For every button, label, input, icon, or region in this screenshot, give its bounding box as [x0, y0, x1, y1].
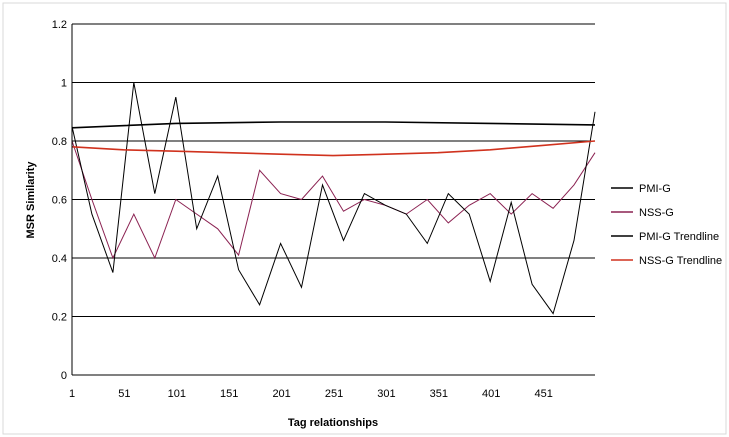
legend: PMI-G NSS-G PMI-G Trendline NSS-G Trendline [611, 183, 722, 267]
x-tick-label: 251 [325, 388, 343, 400]
x-tick-label: 351 [430, 388, 448, 400]
x-tick-labels: 1 51 101 151 201 251 301 351 401 451 [69, 388, 553, 400]
series-line-pmi-g [71, 82, 596, 315]
x-tick-label: 151 [220, 388, 238, 400]
legend-label: PMI-G Trendline [639, 231, 719, 243]
series-line-nss-g-trendline [71, 140, 596, 157]
y-tick-label: 0.6 [52, 195, 67, 207]
x-tick-label: 101 [168, 388, 186, 400]
y-tick-label: 0.8 [52, 136, 67, 148]
gridlines [72, 23, 595, 317]
y-tick-label: 0 [61, 370, 67, 382]
x-tick-label: 401 [482, 388, 500, 400]
legend-label: NSS-G Trendline [639, 255, 722, 267]
y-tick-labels: 0 0.2 0.4 0.6 0.8 1 1.2 [52, 19, 67, 382]
x-axis-title: Tag relationships [288, 417, 378, 429]
series-line-pmi-g-trendline [71, 121, 596, 129]
y-tick-label: 0.4 [52, 253, 67, 265]
y-axis-title: MSR Similarity [25, 161, 37, 239]
legend-label: PMI-G [639, 183, 671, 195]
axes [71, 24, 595, 376]
x-tick-label: 201 [272, 388, 290, 400]
y-tick-label: 1 [61, 78, 67, 90]
series-layer [71, 82, 596, 315]
x-tick-label: 1 [69, 388, 75, 400]
x-tick-label: 451 [534, 388, 552, 400]
x-tick-label: 51 [118, 388, 130, 400]
y-tick-label: 0.2 [52, 312, 67, 324]
series-line-nss-g [71, 140, 596, 260]
x-tick-label: 301 [377, 388, 395, 400]
legend-label: NSS-G [639, 207, 674, 219]
y-tick-label: 1.2 [52, 19, 67, 31]
